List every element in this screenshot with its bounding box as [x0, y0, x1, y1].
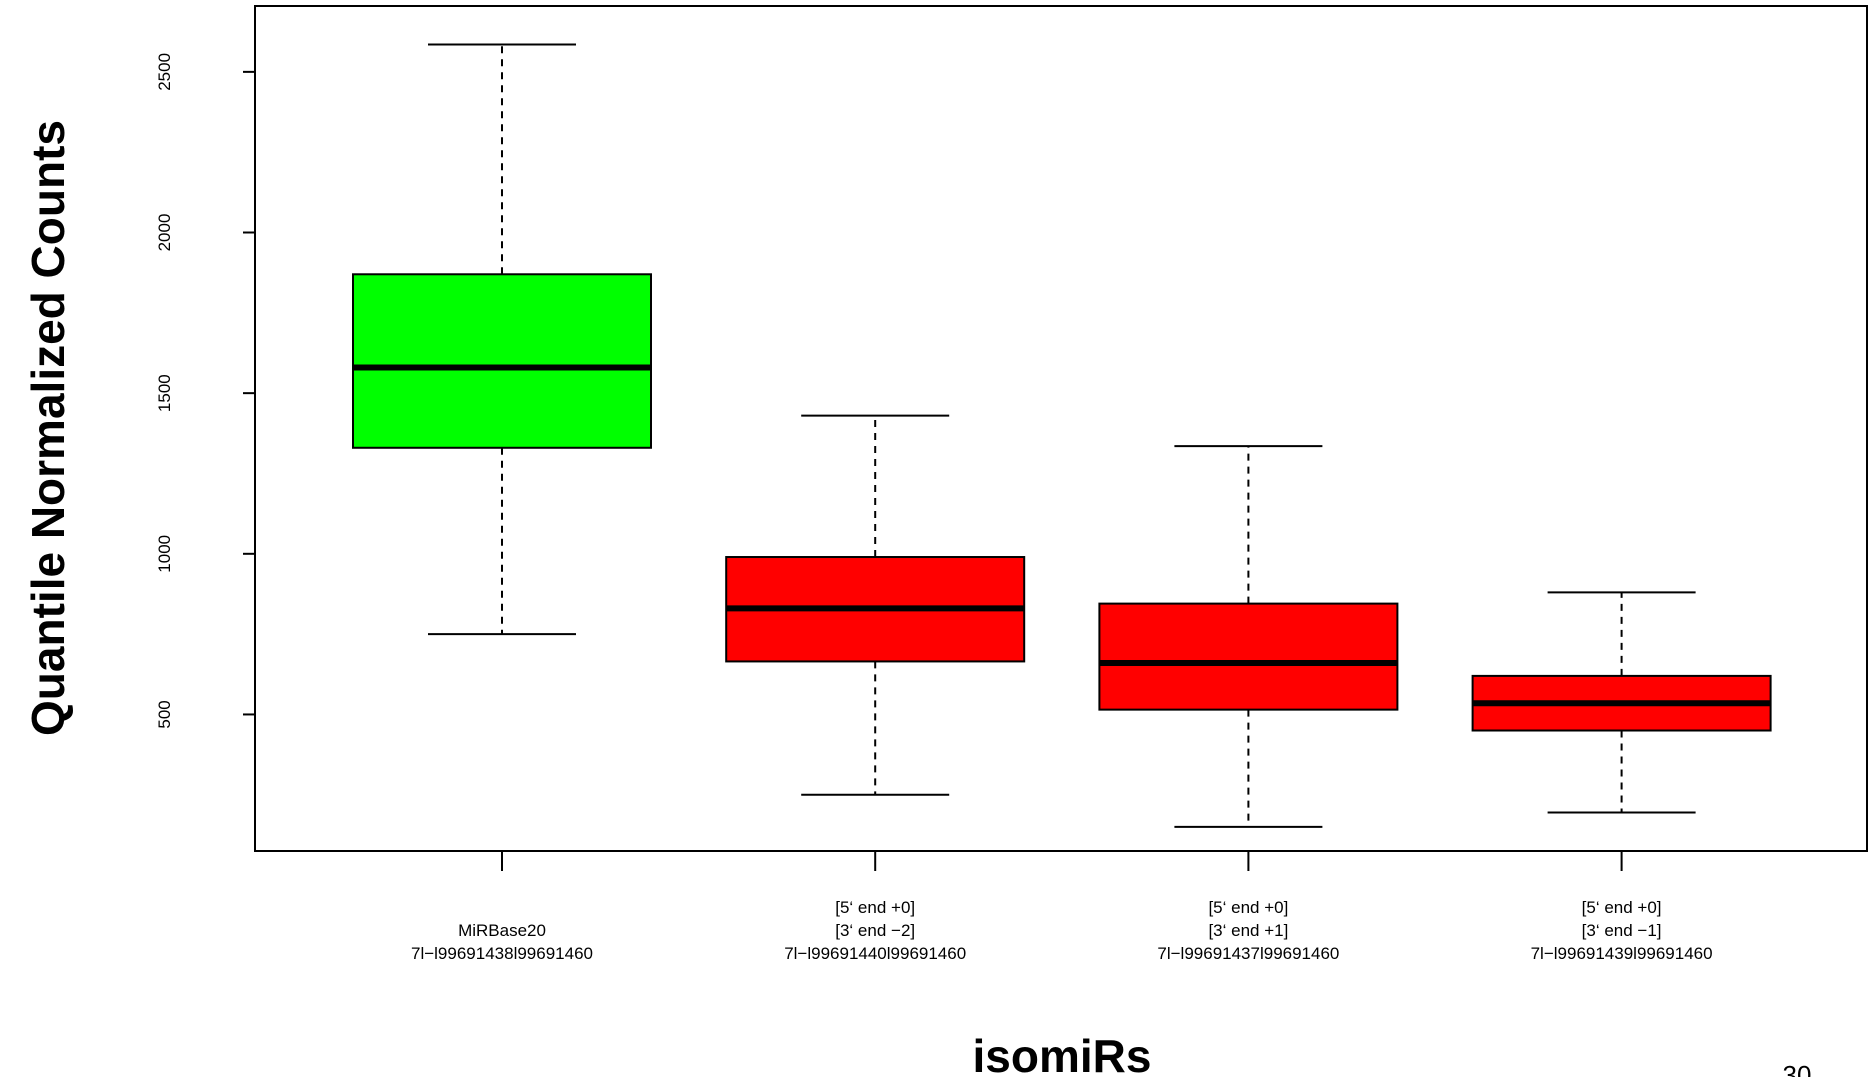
x-tick-label: [5‘ end +0] — [1582, 898, 1662, 917]
y-axis-label: Quantile Normalized Counts — [22, 120, 74, 736]
y-tick-label: 1500 — [155, 374, 174, 412]
x-axis-label: isomiRs — [973, 1030, 1152, 1077]
y-axis: 500 1000 1500 2000 2500 — [155, 53, 255, 729]
iqr-box — [352, 273, 652, 449]
x-tick-label: [3‘ end −1] — [1582, 921, 1662, 940]
y-tick-label: 2000 — [155, 214, 174, 252]
x-tick-label: 7l−l99691438l99691460 — [411, 944, 593, 963]
plot-frame — [254, 5, 1868, 852]
x-tick-label: [3‘ end +1] — [1208, 921, 1288, 940]
page-number: 30 — [1783, 1060, 1812, 1077]
x-tick-label: 7l−l99691439l99691460 — [1531, 944, 1713, 963]
x-tick-label: [5‘ end +0] — [1208, 898, 1288, 917]
box-3 — [1098, 445, 1399, 828]
boxes — [352, 43, 1772, 828]
x-tick-label: MiRBase20 — [458, 921, 546, 940]
box-2 — [725, 414, 1026, 796]
x-tick-label: [3‘ end −2] — [835, 921, 915, 940]
x-tick-label: 7l−l99691437l99691460 — [1157, 944, 1339, 963]
y-tick-label: 500 — [155, 700, 174, 728]
x-tick-label: [5‘ end +0] — [835, 898, 915, 917]
y-tick-label: 2500 — [155, 53, 174, 91]
iqr-box — [1098, 602, 1399, 711]
x-tick-label: 7l−l99691440l99691460 — [784, 944, 966, 963]
y-tick-label: 1000 — [155, 535, 174, 573]
x-axis: MiRBase20 7l−l99691438l99691460 [5‘ end +0… — [411, 851, 1713, 963]
box-1 — [352, 43, 652, 636]
box-4 — [1471, 591, 1772, 814]
